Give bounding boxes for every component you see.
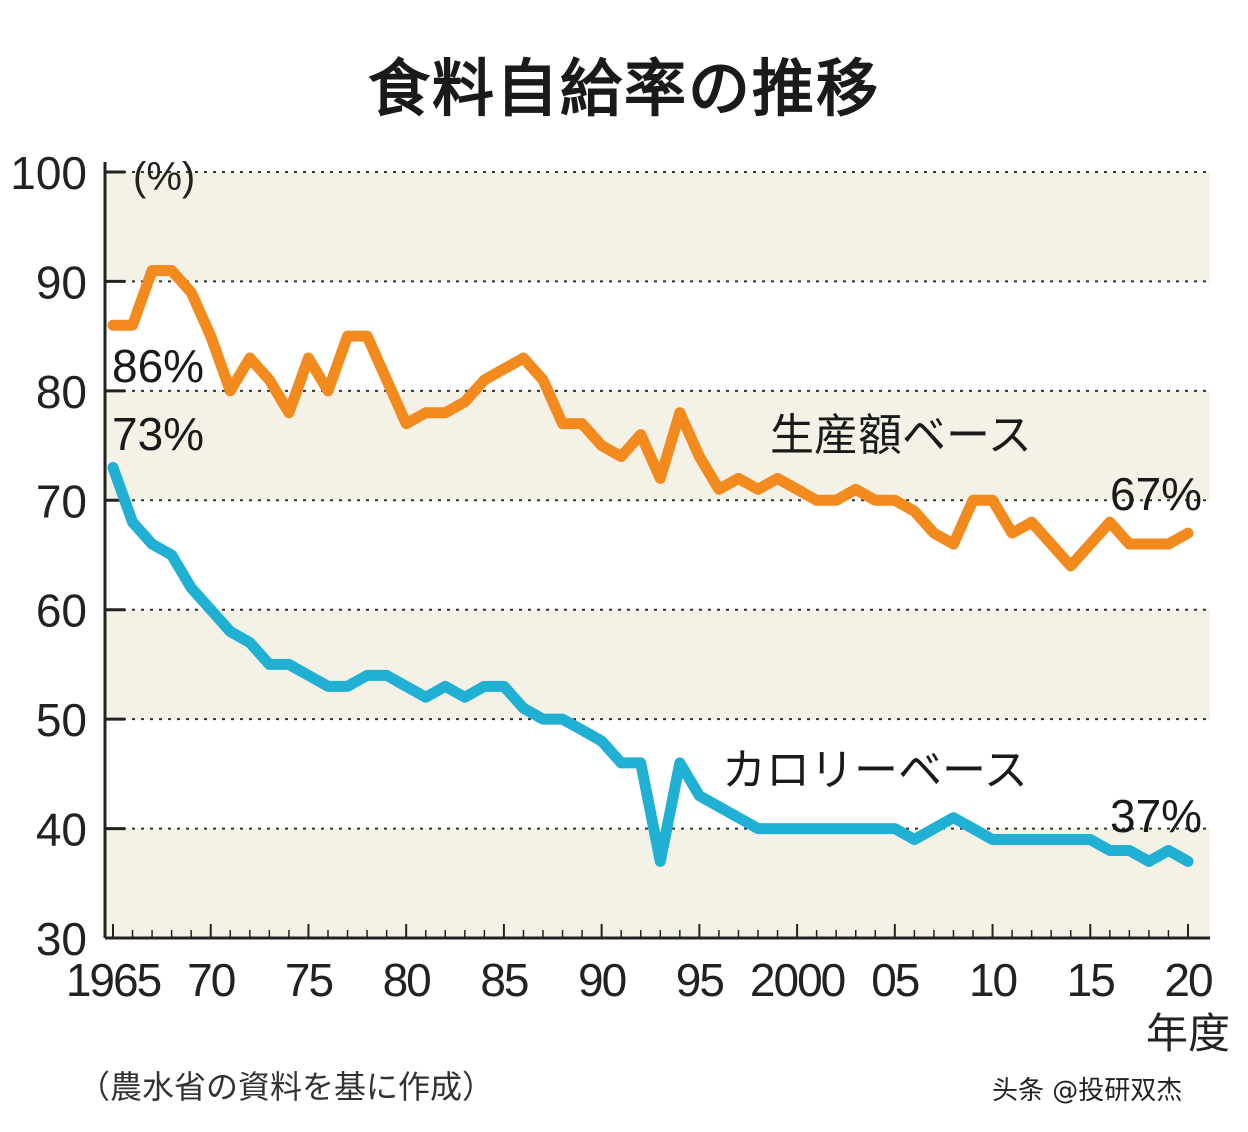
end-value-label: 37% bbox=[1110, 790, 1202, 842]
x-tick-label: 90 bbox=[578, 954, 626, 1006]
background-band bbox=[105, 500, 1210, 610]
y-tick-label: 50 bbox=[36, 694, 87, 746]
series-label: カロリーベース bbox=[722, 745, 1028, 796]
x-tick-label: 2000 bbox=[750, 954, 845, 1006]
x-tick-label: 10 bbox=[969, 954, 1017, 1006]
y-tick-label: 60 bbox=[36, 585, 87, 637]
x-tick-label: 75 bbox=[285, 954, 333, 1006]
series-line-2 bbox=[107, 461, 1194, 867]
x-tick-label: 05 bbox=[871, 954, 919, 1006]
y-tick-label: 30 bbox=[36, 913, 87, 965]
chart-title: 食料自給率の推移 bbox=[367, 52, 880, 125]
series-label: 生産額ベース bbox=[770, 410, 1032, 461]
x-tick-label: 1965 bbox=[66, 954, 161, 1006]
x-tick-label: 15 bbox=[1067, 954, 1115, 1006]
watermark: 头条 @投研双杰 bbox=[992, 1076, 1183, 1106]
y-tick-label: 90 bbox=[36, 256, 87, 308]
x-tick-label: 20 bbox=[1164, 954, 1212, 1006]
x-axis-unit: 年度 bbox=[1146, 1009, 1230, 1058]
y-tick-label: 80 bbox=[36, 366, 87, 418]
start-value-label: 86% bbox=[112, 340, 204, 392]
y-tick-label: 40 bbox=[36, 804, 87, 856]
background-band bbox=[105, 390, 1210, 501]
start-value-label: 73% bbox=[112, 408, 204, 460]
end-value-label: 67% bbox=[1110, 468, 1202, 520]
background-band bbox=[105, 719, 1210, 829]
x-tick-label: 70 bbox=[187, 954, 235, 1006]
background-band bbox=[105, 172, 1210, 282]
x-tick-label: 80 bbox=[383, 954, 431, 1006]
y-tick-label: 70 bbox=[36, 475, 87, 527]
y-axis-unit: (%) bbox=[133, 155, 195, 199]
y-tick-label: 100 bbox=[10, 147, 87, 199]
x-tick-label: 85 bbox=[480, 954, 528, 1006]
x-tick-label: 95 bbox=[676, 954, 724, 1006]
background-band bbox=[105, 281, 1210, 391]
series-line-1 bbox=[107, 264, 1194, 572]
source-note: （農水省の資料を基に作成） bbox=[78, 1068, 495, 1106]
